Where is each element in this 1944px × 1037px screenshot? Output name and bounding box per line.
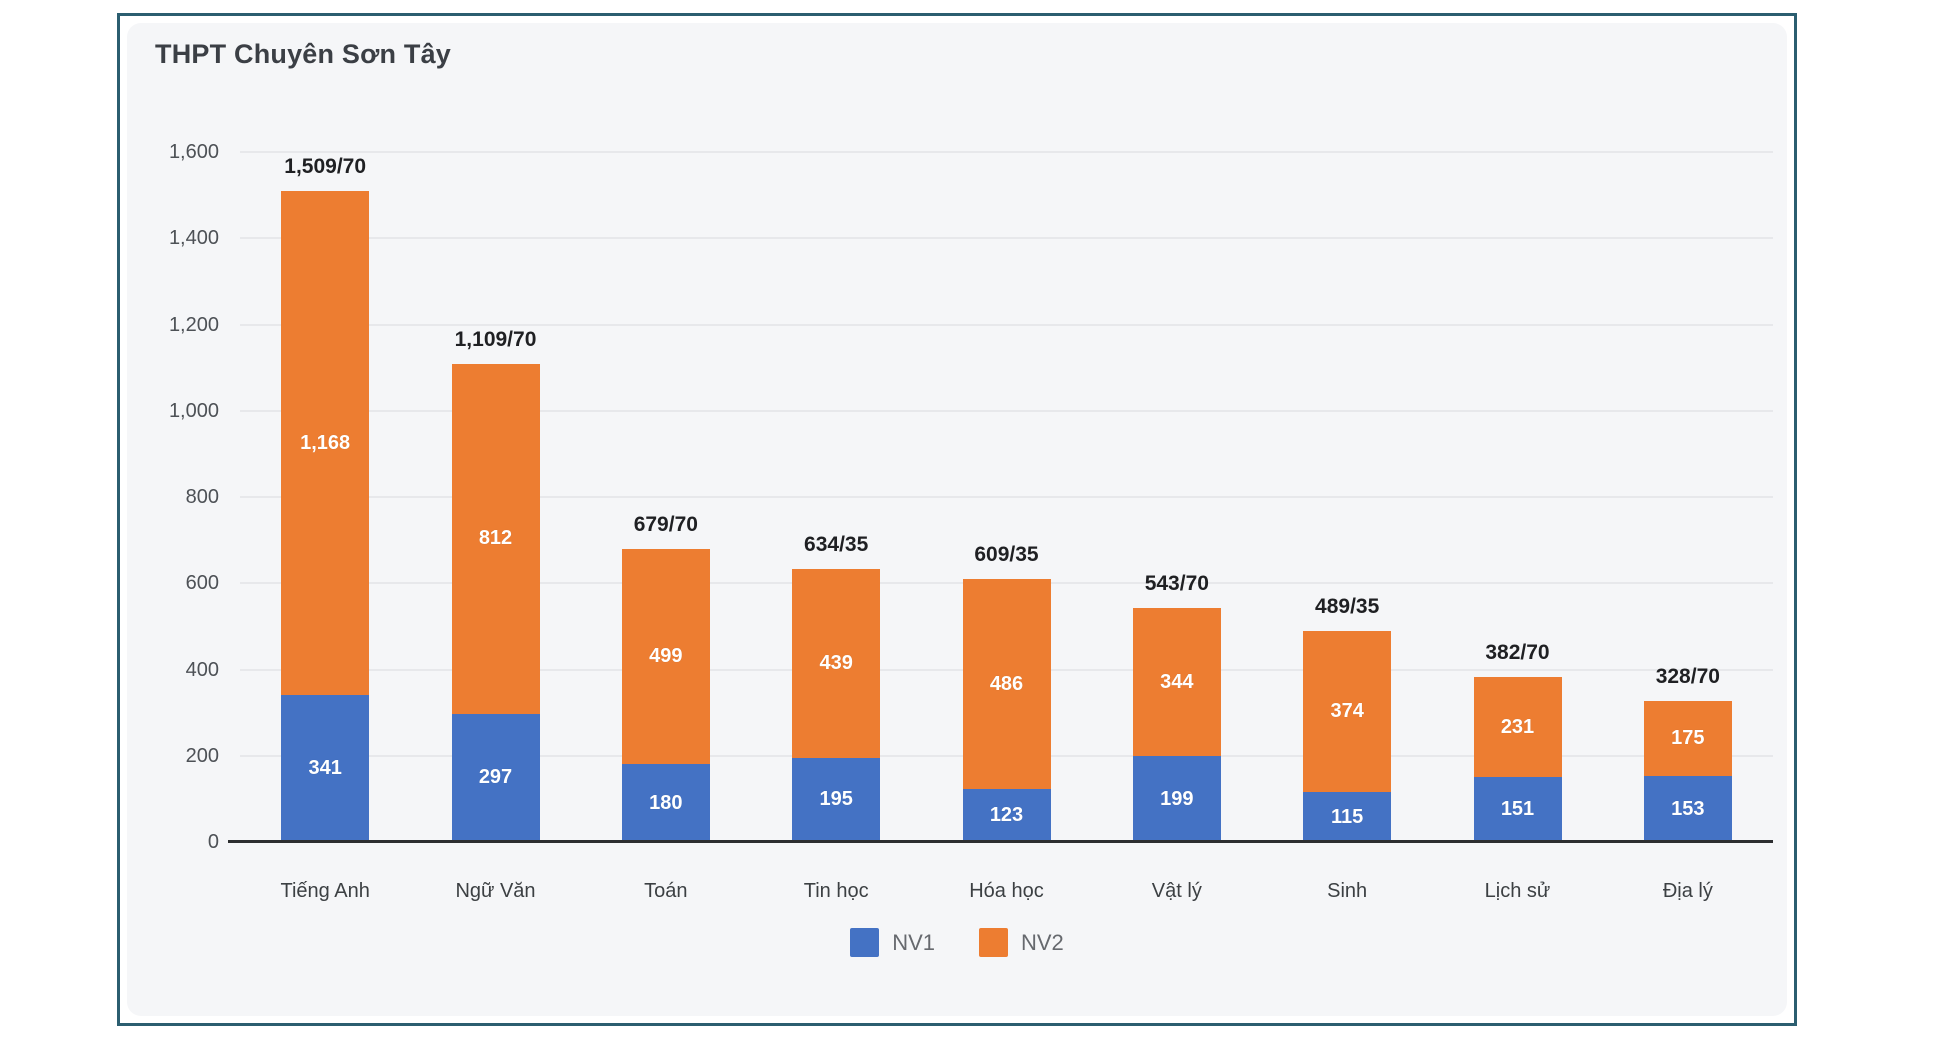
- bar-value-nv2-địa-lý: 175: [1671, 726, 1705, 749]
- bar-total-label-vật-lý: 543/70: [1144, 571, 1209, 595]
- gridline-1400: [240, 237, 1773, 240]
- y-tick-label-200: 200: [185, 744, 219, 767]
- y-tick-label-0: 0: [207, 831, 219, 853]
- y-tick-label-1600: 1,600: [168, 141, 219, 163]
- gridline-800: [240, 496, 1773, 498]
- bar-segment-nv1-tiếng-anh[interactable]: 341: [281, 694, 370, 842]
- x-tick-label-địa-lý: Địa lý: [1662, 880, 1713, 902]
- bar-value-nv1-hóa-học: 123: [989, 803, 1024, 826]
- legend-label-nv2: NV2: [1021, 929, 1064, 955]
- bar-value-nv1-vật-lý: 199: [1160, 787, 1194, 810]
- bar-segment-nv1-sinh[interactable]: 115: [1303, 792, 1392, 842]
- legend-label-nv1: NV1: [892, 929, 935, 955]
- bar-total-label-hóa-học: 609/35: [974, 543, 1039, 567]
- chart-title: THPT Chuyên Sơn Tây: [155, 39, 452, 69]
- bar-segment-nv2-lịch-sử[interactable]: 231: [1473, 677, 1562, 777]
- bar-segment-nv1-toán[interactable]: 180: [621, 764, 710, 842]
- x-axis-line: [228, 840, 1773, 843]
- x-axis: Tiếng Anh Ngữ Văn Toán Tin học Hóa học Vật lý…: [240, 876, 1773, 906]
- bar-segment-nv2-toán[interactable]: 499: [621, 549, 710, 765]
- bar-total-label-tiếng-anh: 1,509/70: [284, 155, 367, 179]
- x-tick-label-hóa-học: Hóa học: [969, 880, 1044, 902]
- x-tick-label-toán: Toán: [644, 880, 688, 902]
- gridline-1200: [240, 323, 1773, 326]
- bar-segment-nv2-địa-lý[interactable]: 175: [1643, 700, 1732, 777]
- bar-value-nv2-tiếng-anh: 1,168: [300, 431, 351, 454]
- y-tick-label-1400: 1,400: [168, 227, 219, 250]
- bar-value-nv1-tiếng-anh: 341: [308, 756, 342, 779]
- bar-value-nv2-sinh: 374: [1330, 700, 1364, 723]
- bar-segment-nv1-hóa-học[interactable]: 123: [962, 788, 1051, 842]
- bar-segment-nv1-địa-lý[interactable]: 153: [1643, 776, 1732, 842]
- bar-segment-nv2-hóa-học[interactable]: 486: [962, 579, 1051, 789]
- bar-total-label-địa-lý: 328/70: [1655, 664, 1720, 688]
- chart-card: THPT Chuyên Sơn Tây 0 200 400 600 800 1,000 1,…: [127, 23, 1787, 1016]
- chart-card-frame: THPT Chuyên Sơn Tây 0 200 400 600 800 1,000 1,…: [117, 13, 1797, 1026]
- bar-segment-nv2-vật-lý[interactable]: 344: [1132, 607, 1221, 757]
- chart-legend: NV1 NV2: [127, 928, 1787, 957]
- y-axis: 0 200 400 600 800 1,000 1,200 1,400 1,600: [131, 141, 227, 853]
- bar-segment-nv1-lịch-sử[interactable]: 151: [1473, 776, 1562, 842]
- bar-total-label-toán: 679/70: [633, 513, 698, 537]
- bar-value-nv1-sinh: 115: [1331, 805, 1364, 828]
- y-tick-label-400: 400: [185, 658, 219, 681]
- y-tick-label-600: 600: [185, 572, 219, 595]
- x-tick-label-sinh: Sinh: [1327, 880, 1368, 902]
- bar-value-nv1-địa-lý: 153: [1671, 797, 1705, 820]
- bar-value-nv1-ngữ-văn: 297: [478, 766, 513, 789]
- bar-value-nv2-tin-học: 439: [819, 651, 853, 674]
- bar-value-nv1-tin-học: 195: [819, 788, 853, 811]
- bar-segment-nv2-tiếng-anh[interactable]: 1,168: [281, 191, 370, 695]
- bar-segment-nv1-tin-học[interactable]: 195: [792, 757, 881, 842]
- bar-value-nv2-hóa-học: 486: [989, 672, 1024, 695]
- legend-item-nv2[interactable]: NV2: [979, 928, 1064, 957]
- bar-total-label-sinh: 489/35: [1315, 595, 1380, 619]
- bar-total-label-lịch-sử: 382/70: [1485, 641, 1550, 665]
- y-tick-label-1000: 1,000: [168, 399, 219, 422]
- legend-swatch-nv1: [850, 928, 880, 957]
- bar-total-label-ngữ-văn: 1,109/70: [454, 327, 537, 351]
- bar-segment-nv2-tin-học[interactable]: 439: [792, 568, 881, 758]
- gridline-1000: [240, 409, 1773, 412]
- x-tick-label-tiếng-anh: Tiếng Anh: [280, 880, 370, 902]
- bar-segment-nv1-vật-lý[interactable]: 199: [1132, 756, 1221, 842]
- y-tick-label-1200: 1,200: [168, 313, 219, 336]
- bar-total-label-tin-học: 634/35: [804, 532, 869, 556]
- plot-area: 341 1,168 1,509/70 297 812 1,109/70 180 499 679/…: [228, 151, 1773, 843]
- x-tick-label-lịch-sử: Lịch sử: [1484, 880, 1551, 902]
- bar-value-nv2-ngữ-văn: 812: [478, 527, 513, 550]
- x-tick-label-vật-lý: Vật lý: [1151, 880, 1202, 902]
- bar-segment-nv2-ngữ-văn[interactable]: 812: [451, 363, 540, 714]
- y-tick-label-800: 800: [185, 486, 219, 508]
- legend-item-nv1[interactable]: NV1: [850, 928, 935, 957]
- bar-value-nv2-toán: 499: [649, 645, 683, 668]
- bar-segment-nv1-ngữ-văn[interactable]: 297: [451, 713, 540, 842]
- x-tick-label-ngữ-văn: Ngữ Văn: [455, 880, 536, 902]
- bar-value-nv2-lịch-sử: 231: [1500, 715, 1535, 738]
- gridline-1600: [240, 151, 1773, 153]
- x-tick-label-tin-học: Tin học: [803, 880, 869, 902]
- bar-value-nv1-lịch-sử: 151: [1500, 797, 1535, 820]
- bar-value-nv2-vật-lý: 344: [1160, 670, 1194, 693]
- bar-value-nv1-toán: 180: [649, 791, 683, 814]
- bar-segment-nv2-sinh[interactable]: 374: [1303, 631, 1392, 793]
- legend-swatch-nv2: [979, 928, 1008, 957]
